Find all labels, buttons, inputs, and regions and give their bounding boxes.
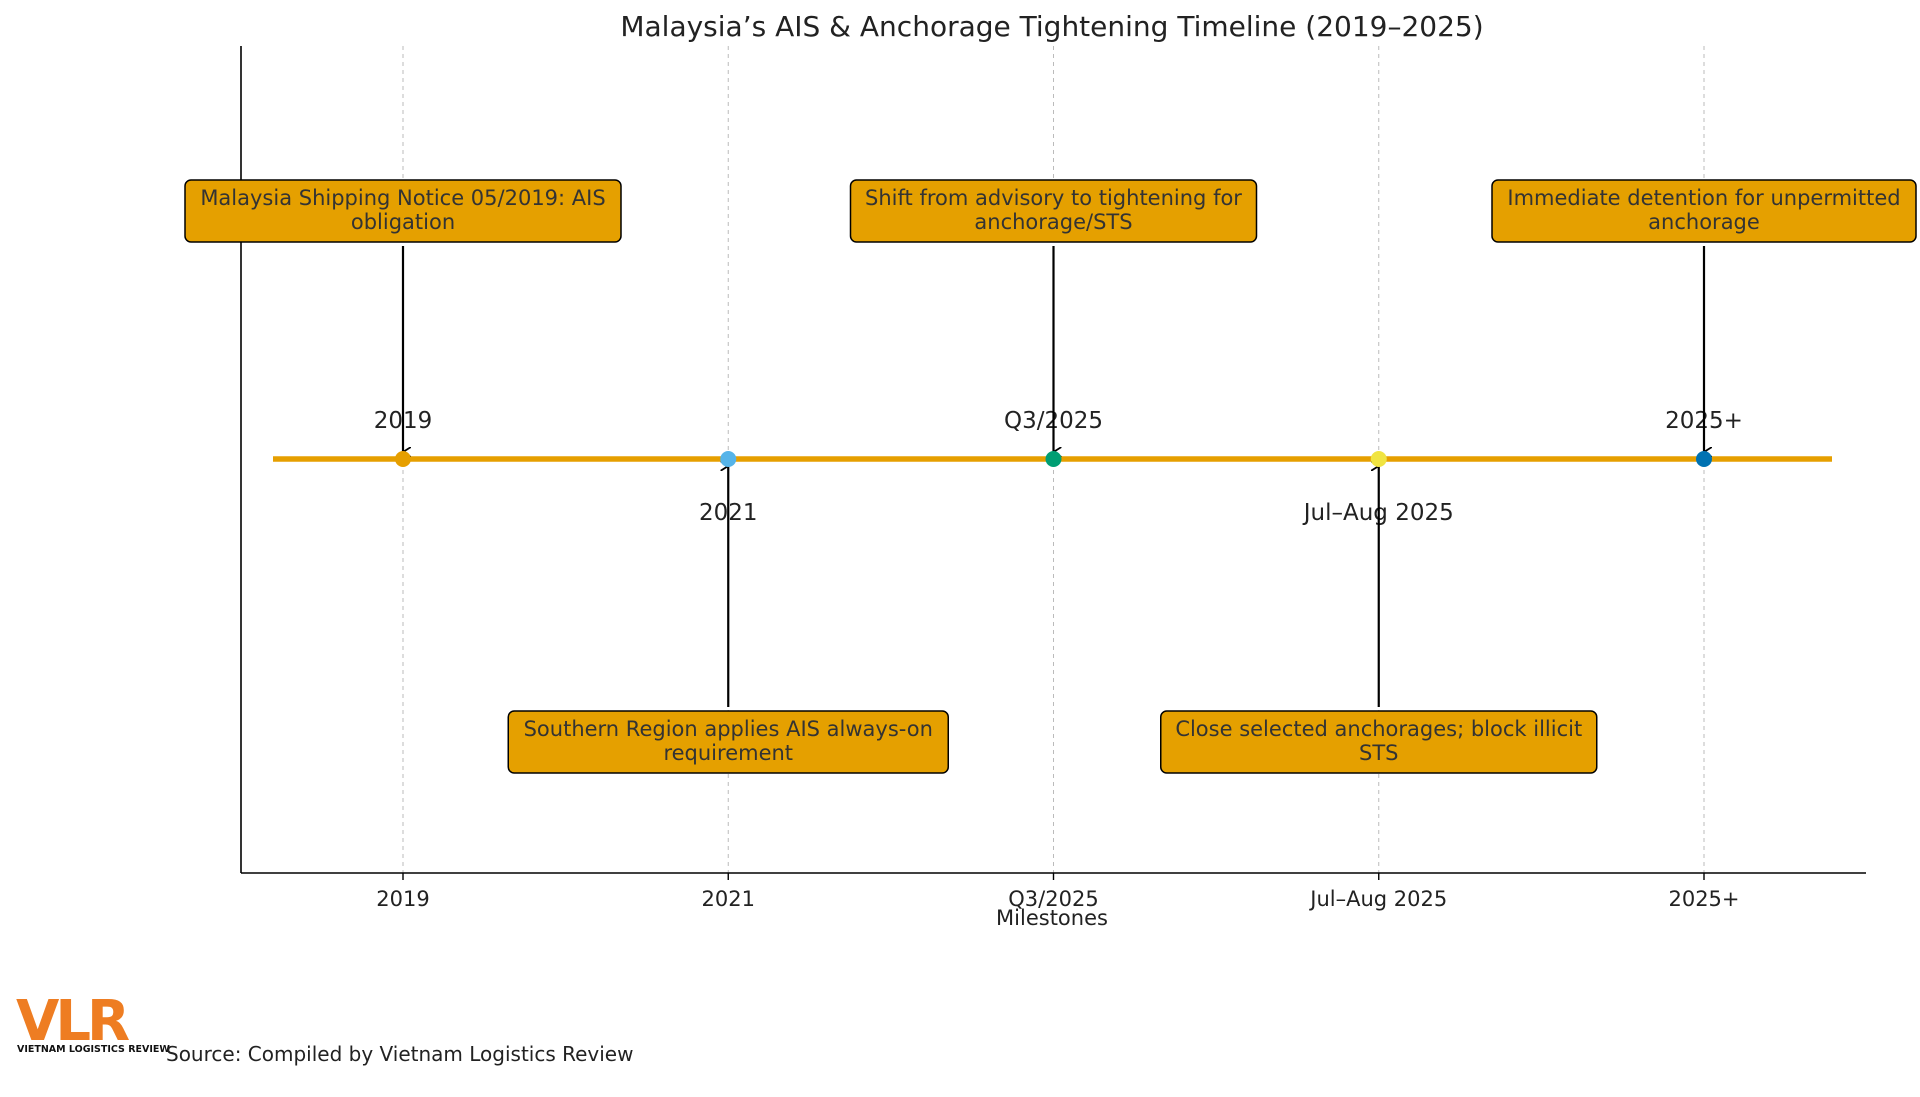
- event-description: Immediate detention for unpermitted: [1507, 186, 1900, 210]
- event-box: [1491, 179, 1917, 243]
- event-box: [507, 710, 949, 774]
- event-description: STS: [1359, 741, 1399, 765]
- vlr-logo: VLR VIETNAM LOGISTICS REVIEW: [16, 989, 170, 1055]
- chart-title: Malaysia’s AIS & Anchorage Tightening Ti…: [620, 10, 1483, 43]
- event-description: requirement: [663, 741, 793, 765]
- x-axis-label: Milestones: [996, 906, 1108, 930]
- event-description: anchorage: [1648, 210, 1760, 234]
- event-description: anchorage/STS: [974, 210, 1132, 234]
- event-marker: [1045, 451, 1062, 467]
- event-description: Southern Region applies AIS always-on: [524, 717, 933, 741]
- event-box: [184, 179, 622, 243]
- event-description: Malaysia Shipping Notice 05/2019: AIS: [200, 186, 605, 210]
- x-tick-label: 2021: [702, 887, 755, 911]
- event-description: obligation: [351, 210, 455, 234]
- event-box: [1160, 710, 1598, 774]
- x-ticks: 2019 2021 Q3/2025 Jul–Aug 2025 2025+: [376, 873, 1740, 911]
- event-marker: [720, 451, 737, 467]
- event-description: Close selected anchorages; block illicit: [1175, 717, 1582, 741]
- logo-tagline: VIETNAM LOGISTICS REVIEW: [17, 1044, 170, 1055]
- x-tick-label: 2019: [376, 887, 429, 911]
- x-tick-label: 2025+: [1668, 887, 1739, 911]
- event-description: Shift from advisory to tightening for: [865, 186, 1242, 210]
- source-note: Source: Compiled by Vietnam Logistics Re…: [166, 1042, 633, 1066]
- x-tick-label: Jul–Aug 2025: [1308, 887, 1447, 911]
- x-tick-label: Q3/2025: [1008, 887, 1098, 911]
- event-marker: [395, 451, 411, 467]
- event-marker: [1370, 451, 1387, 467]
- logo-mark: VLR: [16, 989, 129, 1054]
- event-box: [849, 179, 1258, 243]
- event-marker: [1696, 451, 1712, 467]
